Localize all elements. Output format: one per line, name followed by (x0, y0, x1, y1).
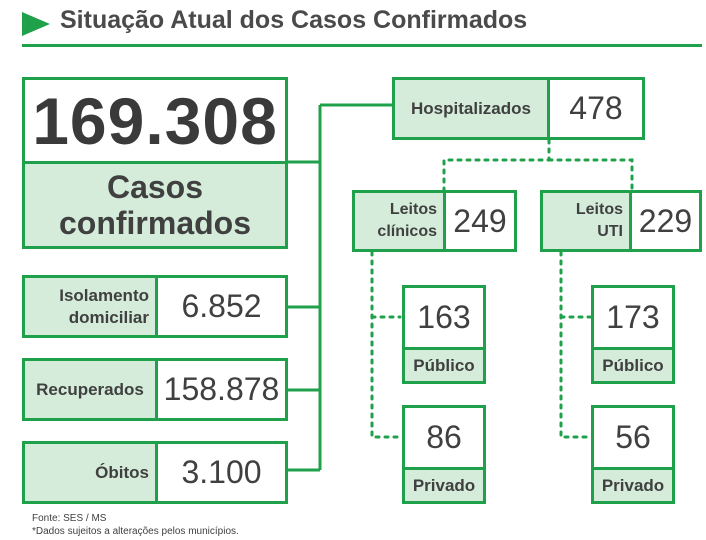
deaths-value: 3.100 (181, 454, 262, 490)
icu-private-label-box: Privado (591, 467, 675, 504)
icu-public-label-box: Público (591, 347, 675, 384)
icu-private-label: Privado (601, 475, 665, 495)
clinical-private-value: 86 (426, 419, 462, 455)
page-title: Situação Atual dos Casos Confirmados (60, 6, 528, 34)
icu-public-value: 173 (606, 299, 660, 335)
clinical-private-label: Privado (412, 475, 476, 495)
icu-public-label: Público (602, 355, 664, 375)
icu-private-value: 56 (615, 419, 651, 455)
footer: Fonte: SES / MS *Dados sujeitos a altera… (32, 512, 239, 538)
icu-label-box: Leitos UTI (540, 190, 632, 252)
deaths-label: Óbitos (95, 462, 149, 482)
title-underline (22, 44, 702, 47)
recovered-value-box: 158.878 (155, 358, 288, 421)
icu-value: 229 (638, 202, 693, 239)
clinical-label: Leitos clínicos (377, 201, 437, 240)
connector-hospital-split (442, 138, 634, 192)
icu-private-value-box: 56 (591, 405, 675, 470)
footer-source: Fonte: SES / MS (32, 513, 107, 524)
recovered-value: 158.878 (163, 371, 280, 407)
hospital-value-box: 478 (547, 77, 645, 140)
isolation-label: Isolamento domiciliar (59, 285, 149, 327)
clinical-private-value-box: 86 (402, 405, 486, 470)
confirmed-value: 169.308 (32, 83, 278, 158)
deaths-label-box: Óbitos (22, 441, 158, 504)
isolation-label-box: Isolamento domiciliar (22, 275, 158, 338)
recovered-label: Recuperados (36, 379, 144, 399)
icu-public-value-box: 173 (591, 285, 675, 350)
clinical-public-label: Público (413, 355, 475, 375)
hospital-label-box: Hospitalizados (392, 77, 550, 140)
icu-label: Leitos UTI (575, 201, 623, 240)
icu-value-box: 229 (629, 190, 702, 252)
clinical-value: 249 (453, 202, 507, 239)
clinical-public-value: 163 (417, 299, 471, 335)
confirmed-label: Casos confirmados (58, 169, 252, 241)
recovered-label-box: Recuperados (22, 358, 158, 421)
clinical-value-box: 249 (443, 190, 517, 252)
connector-icu-tree (559, 250, 592, 439)
confirmed-value-box: 169.308 (22, 77, 288, 164)
clinical-public-label-box: Público (402, 347, 486, 384)
confirmed-label-box: Casos confirmados (22, 161, 288, 249)
isolation-value: 6.852 (181, 288, 262, 324)
hospital-label: Hospitalizados (411, 98, 531, 118)
footer-note: *Dados sujeitos a alterações pelos munic… (32, 526, 239, 537)
deaths-value-box: 3.100 (155, 441, 288, 504)
isolation-value-box: 6.852 (155, 275, 288, 338)
connector-clinical-tree (370, 250, 402, 439)
clinical-public-value-box: 163 (402, 285, 486, 350)
title-arrow-icon (22, 12, 50, 36)
clinical-private-label-box: Privado (402, 467, 486, 504)
clinical-label-box: Leitos clínicos (352, 190, 446, 252)
hospital-value: 478 (569, 90, 623, 126)
